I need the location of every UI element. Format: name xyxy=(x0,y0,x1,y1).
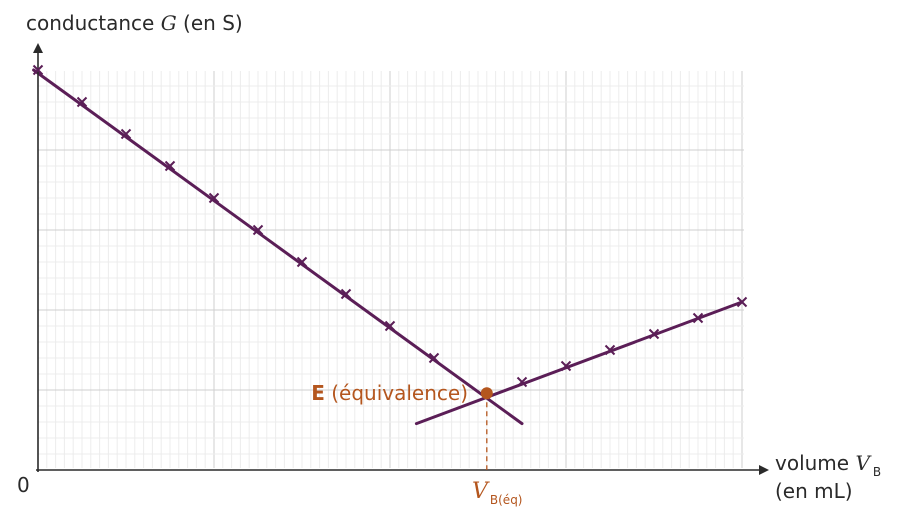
y-axis-arrow xyxy=(33,43,43,53)
y-axis-label-suffix: (en S) xyxy=(177,11,243,35)
x-axis-unit: (en mL) xyxy=(775,479,853,503)
data-markers xyxy=(32,64,748,388)
veq-label: V B(éq) xyxy=(472,479,523,507)
equivalence-point xyxy=(480,387,493,400)
data-point-marker xyxy=(648,328,660,340)
data-point-marker xyxy=(560,360,572,372)
y-axis-label-symbol: G xyxy=(161,11,177,35)
origin-label: 0 xyxy=(17,473,30,497)
y-axis-label-prefix: conductance xyxy=(26,11,161,35)
data-point-marker xyxy=(208,192,220,204)
data-point-marker xyxy=(120,128,132,140)
veq-subscript: B(éq) xyxy=(490,493,523,507)
data-point-marker xyxy=(736,296,748,308)
equivalence-text: (équivalence) xyxy=(325,381,468,405)
x-axis-arrow xyxy=(759,465,769,475)
x-axis-label-symbol: V xyxy=(855,451,872,475)
data-point-marker xyxy=(32,64,44,76)
data-point-marker xyxy=(76,96,88,108)
equivalence-guide xyxy=(480,387,493,470)
veq-symbol: V xyxy=(472,479,490,504)
equivalence-letter: E xyxy=(311,381,325,405)
data-point-marker xyxy=(516,376,528,388)
grid xyxy=(37,71,744,468)
data-point-marker xyxy=(428,352,440,364)
data-point-marker xyxy=(164,160,176,172)
y-axis-label: conductance G (en S) xyxy=(26,11,243,35)
x-axis-label-prefix: volume xyxy=(775,451,855,475)
data-point-marker xyxy=(340,288,352,300)
axes xyxy=(33,43,769,475)
data-point-marker xyxy=(692,312,704,324)
x-axis-label-subscript: B xyxy=(873,465,881,479)
fit-line-1 xyxy=(32,68,524,426)
data-point-marker xyxy=(604,344,616,356)
data-point-marker xyxy=(252,224,264,236)
data-point-marker xyxy=(296,256,308,268)
fit-lines xyxy=(32,68,744,426)
fit-line-2 xyxy=(414,300,744,426)
equivalence-label: E (équivalence) xyxy=(311,381,468,405)
data-point-marker xyxy=(384,320,396,332)
